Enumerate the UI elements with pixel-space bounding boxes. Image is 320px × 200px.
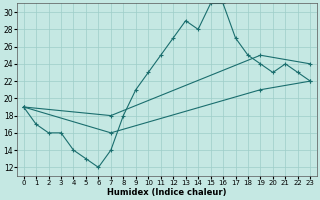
X-axis label: Humidex (Indice chaleur): Humidex (Indice chaleur)	[107, 188, 227, 197]
